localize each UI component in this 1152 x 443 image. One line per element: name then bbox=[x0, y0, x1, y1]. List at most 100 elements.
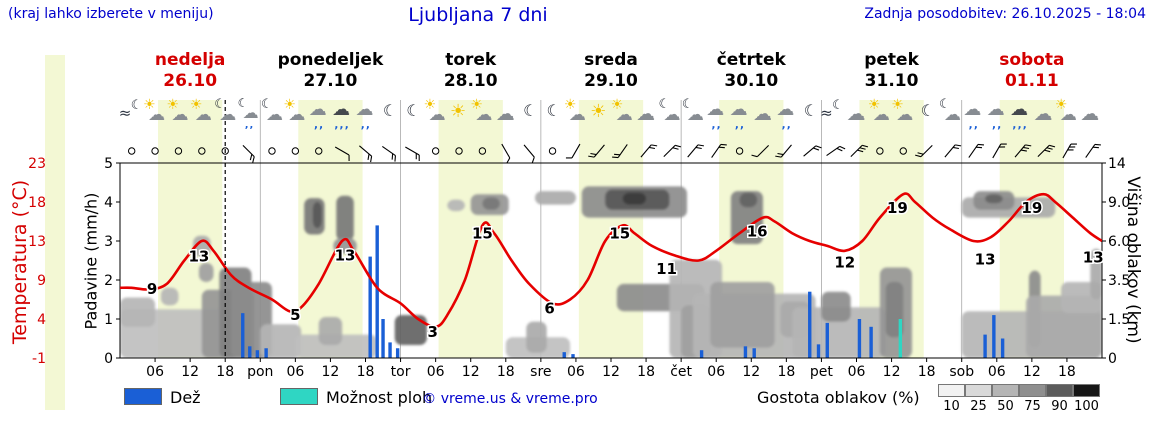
day-date: 27.10 bbox=[303, 71, 358, 91]
calm-wind-icon bbox=[455, 147, 463, 155]
cloudA-glyph: ☁ bbox=[219, 105, 237, 125]
hour-tick-label: 12 bbox=[322, 364, 340, 380]
weather-icon-sun-cloud: ☀ ☁ bbox=[282, 97, 308, 133]
temperature-axis-title: Temperatura (°C) bbox=[9, 179, 31, 345]
density-swatch bbox=[992, 384, 1019, 397]
wind-barb-icon bbox=[711, 144, 722, 158]
hour-tick-label: 12 bbox=[883, 364, 901, 380]
calm-wind-icon bbox=[151, 147, 159, 155]
cloudA-glyph: ☁ bbox=[194, 105, 212, 125]
density-tick-label: 50 bbox=[997, 399, 1014, 414]
hour-tick-label: 12 bbox=[742, 364, 760, 380]
weather-icon-sun-cloud: ☀ ☁ bbox=[142, 97, 168, 133]
weather-icon-cloud-rain: ☁ ‚‚ bbox=[727, 97, 753, 133]
day-tick-label: čet bbox=[670, 364, 692, 380]
weather-icon-night: ☾ bbox=[914, 97, 940, 133]
calm-wind-icon bbox=[127, 147, 136, 155]
sun-glyph: ☀ bbox=[891, 97, 904, 113]
weather-icon-cloud-rain: ☁ ‚‚ bbox=[984, 97, 1010, 133]
cloudA-glyph: ☁ bbox=[944, 105, 962, 125]
cloudD-glyph: ☁ bbox=[332, 99, 351, 120]
cloud-tick-label: 3.5 bbox=[1108, 273, 1130, 289]
temperature-value-label: 5 bbox=[290, 306, 300, 324]
cloud-tick-label: 0 bbox=[1108, 351, 1117, 367]
day-date: 30.10 bbox=[724, 71, 779, 91]
density-swatch bbox=[938, 384, 965, 397]
density-swatch bbox=[1046, 384, 1073, 397]
density-tick-label: 10 bbox=[943, 399, 960, 414]
calm-wind-icon bbox=[174, 147, 183, 155]
cloudA-glyph: ☁ bbox=[475, 105, 493, 125]
temp-tick-label: -1 bbox=[32, 351, 46, 367]
weather-icon-cloud: ☁ bbox=[844, 97, 870, 133]
weather-icon-cloud-rain: ☁ ‚‚ bbox=[353, 97, 379, 133]
weather-icon-rain-heavy: ☁ ‚‚‚ bbox=[1007, 97, 1033, 133]
density-swatch bbox=[1019, 384, 1046, 397]
rain-legend-swatch bbox=[124, 388, 162, 405]
moon-glyph: ☾ bbox=[546, 101, 561, 120]
hour-tick-label: 12 bbox=[602, 364, 620, 380]
day-date: 28.10 bbox=[443, 71, 498, 91]
drops-glyph: ‚‚ bbox=[734, 118, 745, 131]
hour-tick-label: 06 bbox=[286, 364, 304, 380]
calm-wind-icon bbox=[268, 147, 276, 155]
temperature-value-label: 13 bbox=[335, 247, 356, 265]
calm-wind-icon bbox=[735, 147, 744, 155]
weather-icon-night-cloud: ☾ ☁ bbox=[680, 97, 706, 133]
weather-icon-cloud: ☁ bbox=[633, 97, 659, 133]
drops-glyph: ‚‚‚ bbox=[1012, 118, 1028, 131]
moon-glyph: ☾ bbox=[260, 97, 273, 112]
weather-icon-night: ☾ bbox=[516, 97, 542, 133]
temperature-value-label: 11 bbox=[656, 260, 677, 278]
weather-icon-rain-heavy: ☁ ‚‚‚ bbox=[329, 97, 355, 133]
density-tick-label: 100 bbox=[1074, 399, 1099, 414]
sun-glyph: ☀ bbox=[189, 97, 203, 113]
last-updated: Zadnja posodobitev: 26.10.2025 - 18:04 bbox=[864, 6, 1146, 22]
temp-tick-label: 13 bbox=[28, 234, 46, 250]
x-axis-ticks: 06 12 18 pon 06 12 18 tor 06 12 18 sre 06 12 18 čet 06 12… bbox=[146, 358, 1076, 380]
cloud-tick-label: 14 bbox=[1108, 156, 1126, 172]
day-tick-label: pon bbox=[247, 364, 273, 380]
rain-legend-label: Dež bbox=[170, 388, 201, 407]
temperature-value-label: 6 bbox=[544, 300, 554, 318]
wind-barb-icon bbox=[640, 144, 652, 158]
weather-icon-cloud: ☁ bbox=[1077, 97, 1103, 133]
weather-icon-night-rain: ☾ ☁ ‚‚ bbox=[236, 97, 262, 133]
weather-icon-wind-night: ≈ ☾ bbox=[119, 97, 145, 133]
hour-tick-label: 18 bbox=[357, 364, 375, 380]
precip-tick-label: 1 bbox=[104, 312, 113, 328]
cloudA-glyph: ☁ bbox=[308, 99, 327, 120]
cloudA-glyph: ☁ bbox=[288, 105, 306, 125]
cloudA-glyph: ☁ bbox=[636, 103, 656, 125]
drops-glyph: ‚‚ bbox=[781, 118, 792, 131]
density-swatch bbox=[965, 384, 992, 397]
weather-icon-sun: ☀ bbox=[446, 97, 472, 133]
weather-icon-night: ☾ bbox=[376, 97, 402, 133]
cloudD-glyph: ☁ bbox=[1010, 99, 1029, 120]
moon-glyph: ☾ bbox=[406, 101, 421, 120]
hour-tick-label: 06 bbox=[146, 364, 164, 380]
calm-wind-icon bbox=[198, 147, 206, 155]
weather-icon-sun-cloud: ☀ ☁ bbox=[423, 97, 449, 133]
day-date: 01.11 bbox=[1004, 71, 1059, 91]
day-header-nedelja: nedelja 26.10 bbox=[115, 50, 265, 92]
weather-icon-night: ☾ bbox=[399, 97, 425, 133]
wind-barb-icon bbox=[1085, 144, 1096, 158]
day-name: nedelja bbox=[154, 50, 226, 70]
wind-barb-icon bbox=[523, 144, 535, 158]
weather-icon-cloud: ☁ bbox=[1031, 97, 1057, 133]
drops-glyph: ‚‚ bbox=[244, 120, 255, 131]
temperature-value-labels: 9 13 5 13 3 15 6 15 11 16 12 19 13 19 13 bbox=[145, 197, 1105, 342]
credit-link[interactable]: © vreme.us & vreme.pro bbox=[422, 391, 598, 407]
cloud-density-label: Gostota oblakov (%) bbox=[757, 388, 920, 407]
drops-glyph: ‚‚ bbox=[711, 118, 722, 131]
moon-glyph: ☾ bbox=[803, 101, 819, 120]
wind-barb-icon bbox=[780, 144, 792, 158]
weather-icon-sun-cloud: ☀ ☁ bbox=[469, 97, 495, 133]
cloudA-glyph: ☁ bbox=[776, 99, 795, 120]
drops-glyph: ‚‚‚ bbox=[334, 118, 350, 131]
weather-icon-night: ☾ bbox=[797, 97, 823, 133]
precipitation-bars bbox=[241, 225, 1005, 358]
cloudA-glyph: ☁ bbox=[148, 105, 166, 125]
